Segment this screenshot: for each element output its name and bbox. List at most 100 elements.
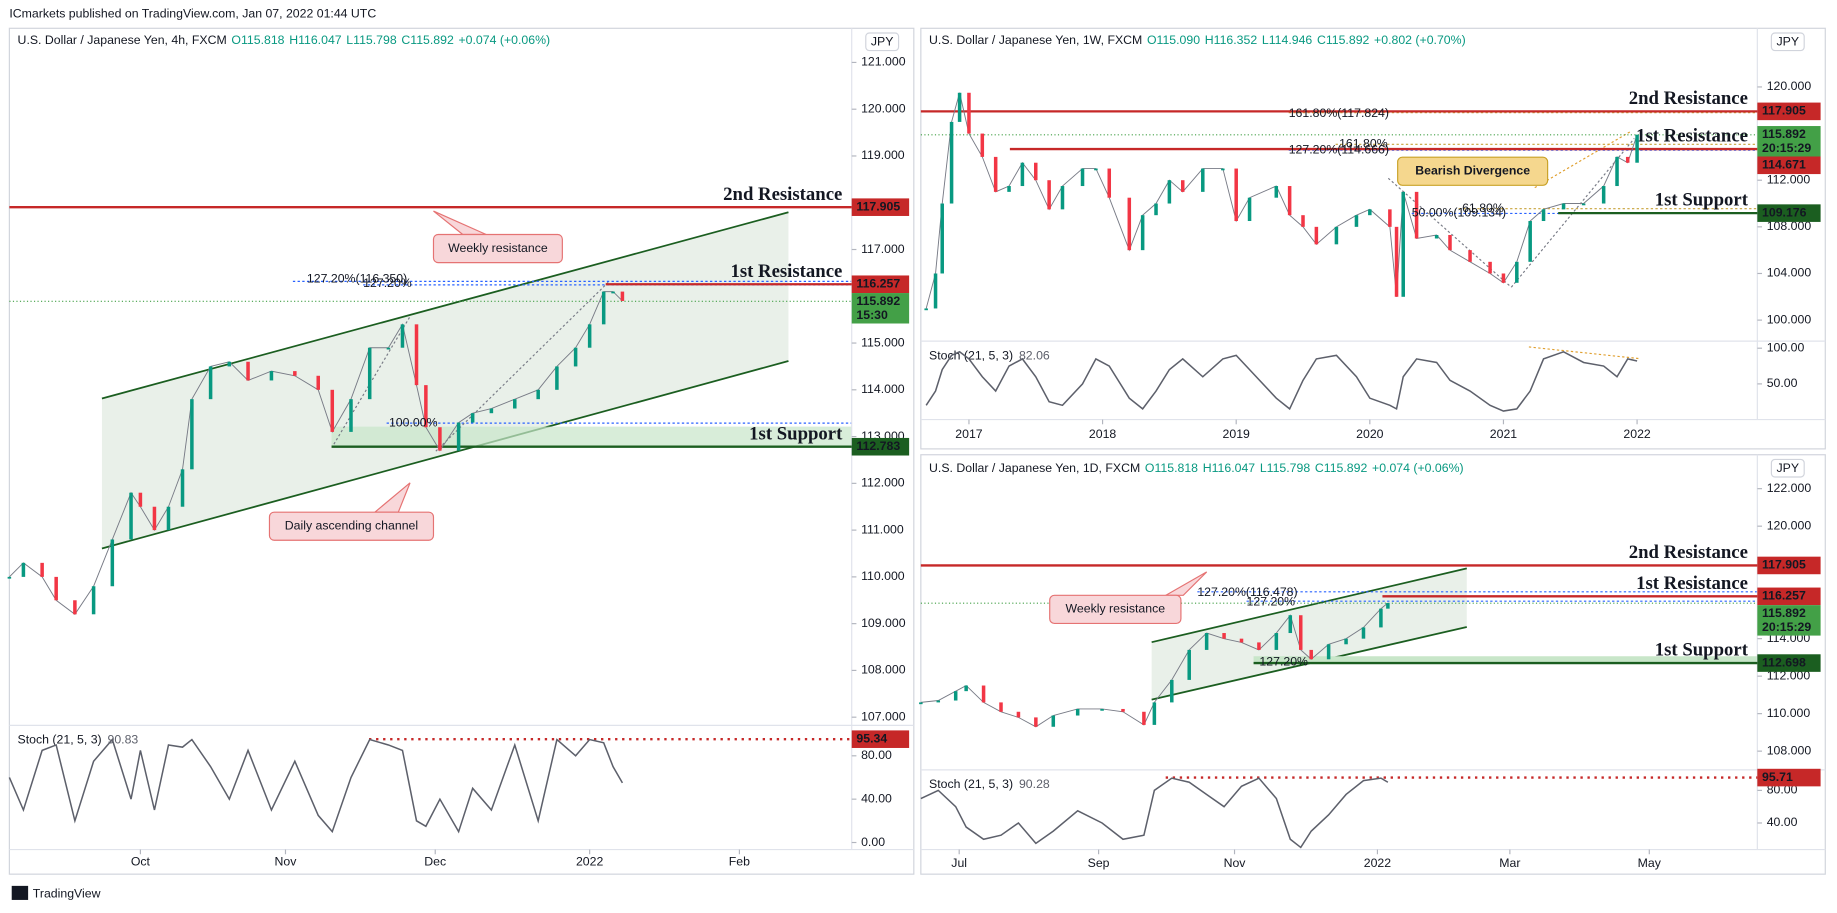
price-bar (1361, 627, 1366, 639)
price-bar (1142, 711, 1146, 725)
price-label: 112.698 (1762, 655, 1806, 669)
price-bar (1501, 273, 1506, 283)
price-bar (73, 600, 77, 615)
price-label-box (1757, 556, 1821, 575)
price-bar (1239, 638, 1244, 643)
price-bar (1121, 708, 1125, 712)
symbol-title: U.S. Dollar / Japanese Yen, 4h, FXCM (18, 33, 227, 47)
price-bar (940, 203, 944, 274)
price-bar (246, 361, 250, 381)
price-label: 15:30 (856, 308, 888, 322)
price-bar (1561, 203, 1566, 210)
stoch-header: Stoch (21, 5, 3) 82.06 (929, 349, 1050, 363)
price-bar (919, 702, 923, 705)
x-tick-label: 2019 (1223, 427, 1251, 441)
x-tick-label: Dec (424, 855, 446, 869)
price-bar (993, 156, 998, 192)
price-bar (536, 389, 540, 400)
ohlc-value: H116.047 (1203, 461, 1256, 475)
price-label: 117.905 (1762, 558, 1806, 572)
price-bar (1274, 186, 1279, 198)
y-tick-label: 107.000 (861, 709, 906, 723)
price-bar (1601, 186, 1606, 204)
support-zone (331, 426, 852, 447)
price-bar (924, 308, 928, 311)
price-bar (1298, 615, 1303, 650)
header: ICmarkets published on TradingView.com, … (9, 6, 376, 20)
price-bar (949, 121, 954, 204)
x-tick-label: Mar (1499, 856, 1520, 870)
y-tick-label: 120.000 (1767, 79, 1812, 93)
x-tick-label: 2020 (1356, 427, 1384, 441)
currency-box (1770, 32, 1805, 52)
price-bar (1488, 261, 1492, 274)
price-label: 20:15:29 (1762, 141, 1811, 155)
y-tick-label: 110.000 (1767, 706, 1811, 720)
x-tick-label: Sep (1088, 856, 1110, 870)
price-bar (1221, 168, 1225, 171)
price-bar (152, 506, 157, 531)
currency: JPY (871, 35, 894, 49)
price-bar (1222, 633, 1226, 639)
y-tick-label: 122.000 (1767, 481, 1812, 495)
price-bar (1060, 186, 1065, 210)
currency-box (865, 32, 900, 52)
channel-fill (101, 212, 789, 549)
price-bar (1334, 226, 1339, 245)
stoch-title: Stoch (21, 5, 3) (929, 349, 1013, 363)
price-bar (7, 576, 12, 579)
price-label-box (851, 275, 910, 294)
y-tick-label: 109.000 (861, 616, 906, 630)
price-bar (1247, 197, 1252, 222)
ohlc-value: +0.074 (+0.06%) (1372, 461, 1464, 475)
x-tick-label: Oct (131, 855, 151, 869)
stoch-header: Stoch (21, 5, 3) 90.83 (18, 733, 139, 747)
channel-line (1151, 567, 1467, 644)
y-tick-label: 120.000 (1767, 518, 1812, 532)
stoch-level-label: 95.34 (856, 731, 887, 745)
callout-text: Weekly resistance (1066, 602, 1166, 616)
price-bar (190, 399, 194, 470)
ohlc-value: L115.798 (346, 33, 397, 47)
price-bar (1287, 186, 1292, 216)
price-bar (349, 399, 353, 432)
y-tick-label: 100.000 (1767, 312, 1812, 326)
callout-text: Weekly resistance (448, 241, 548, 255)
price-bar (1368, 209, 1372, 216)
level-label: 1st Resistance (1636, 573, 1748, 594)
x-tick-label: Feb (729, 855, 750, 869)
ohlc-value: +0.074 (+0.06%) (459, 33, 551, 47)
panel-header: U.S. Dollar / Japanese Yen, 1W, FXCM O115… (929, 33, 1466, 47)
currency: JPY (1777, 35, 1800, 49)
x-tick-label: 2022 (1364, 856, 1392, 870)
price-bar (1170, 679, 1174, 703)
price-label: 112.783 (856, 439, 900, 453)
price-label-box (851, 437, 910, 456)
price-bar (470, 413, 475, 423)
y-tick-label: 117.000 (861, 242, 905, 256)
price-label: 117.905 (1762, 104, 1806, 118)
price-label-box (1757, 587, 1821, 606)
stoch-line (8, 738, 624, 834)
price-bar (620, 291, 625, 301)
y-tick-label: 119.000 (861, 148, 905, 162)
logo (11, 885, 29, 900)
y-tick-label: 110.000 (861, 569, 905, 583)
ohlc-value: L114.946 (1262, 33, 1313, 47)
price-line (925, 92, 1638, 309)
ohlc-value: +0.802 (+0.70%) (1374, 33, 1466, 47)
price-bar (981, 685, 986, 703)
price-bar (964, 685, 968, 692)
y-tick-label: 104.000 (1767, 266, 1812, 280)
price-bar (1434, 235, 1439, 239)
price-bar (91, 586, 96, 615)
y-tick-label: 112.000 (861, 476, 905, 490)
y-tick-label: 111.000 (861, 522, 904, 536)
price-bar (573, 347, 578, 367)
price-bar (40, 562, 44, 577)
stoch-title: Stoch (21, 5, 3) (929, 777, 1013, 791)
ohlc-value: O115.090 (1147, 33, 1200, 47)
fib-label: 127.20%(116.350) (307, 271, 407, 285)
fib-label: 61.80% (1462, 201, 1504, 215)
price-bar (330, 389, 335, 432)
